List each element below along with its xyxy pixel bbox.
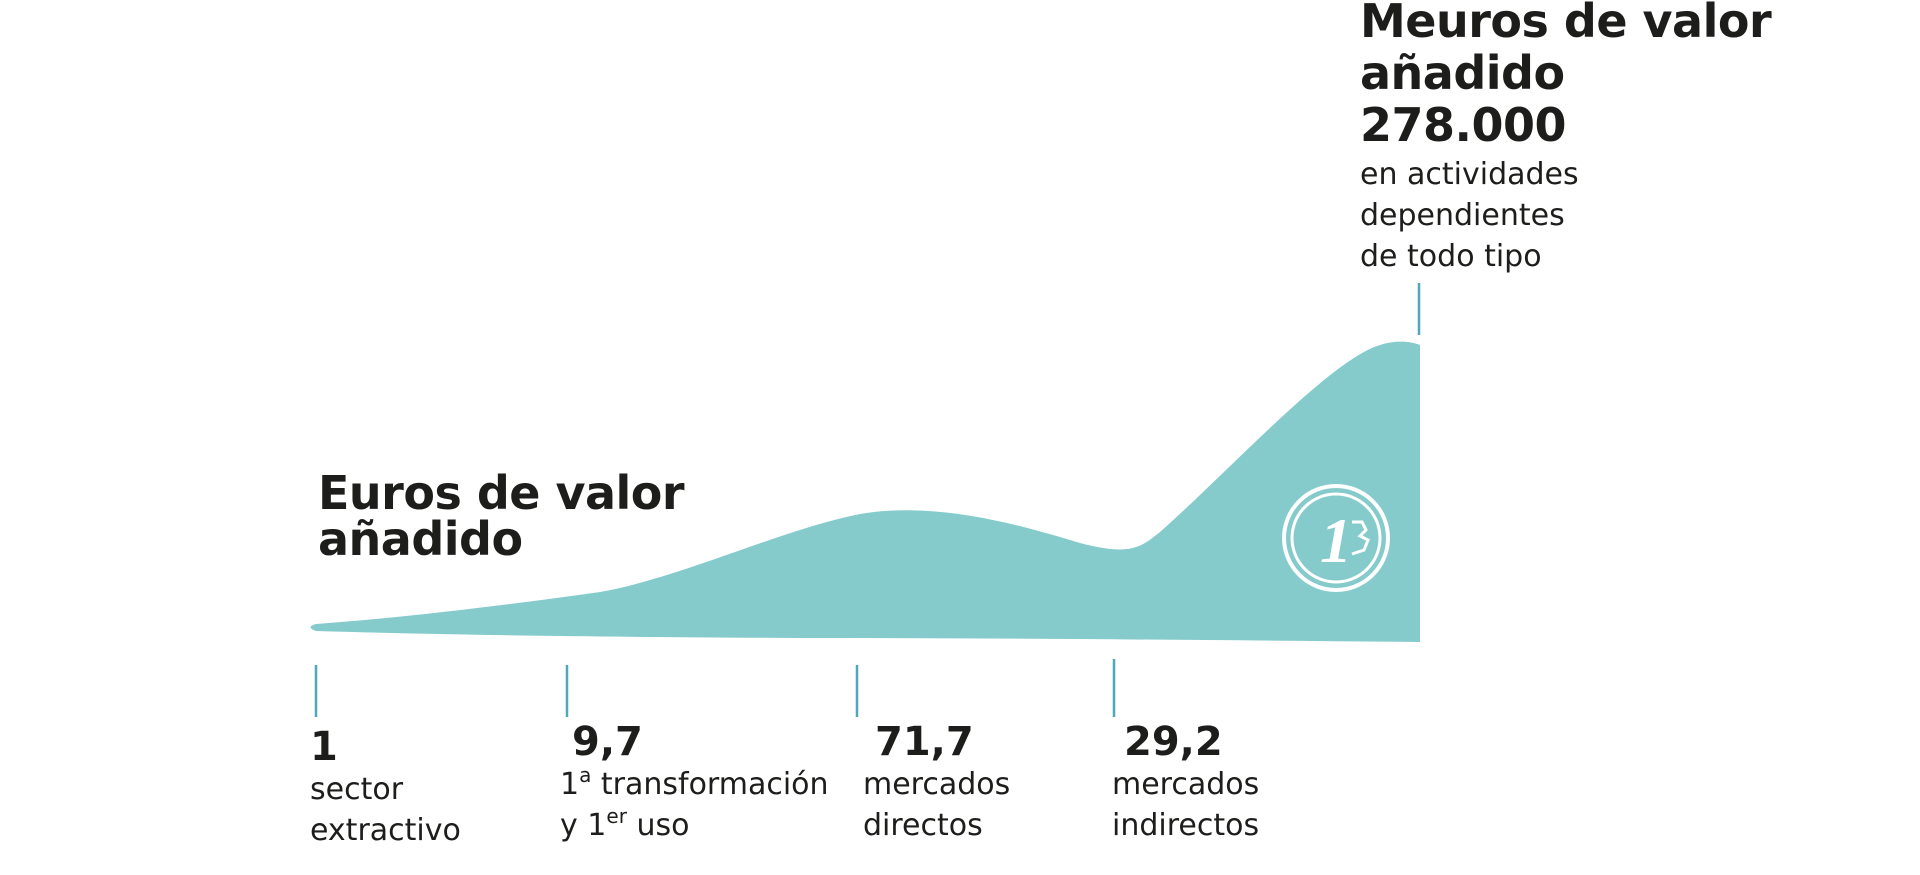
stage-value: 29,2 [1124, 719, 1223, 765]
chart-title: Euros de valor añadido [318, 466, 685, 566]
svg-text:1: 1 [1320, 505, 1352, 576]
total-value: 278.000 [1360, 98, 1567, 152]
value-area [310, 341, 1420, 642]
stage-mercados-indirectos: 29,2 mercados indirectos [1112, 719, 1260, 843]
total-description: en actividades dependientes de todo tipo [1360, 157, 1579, 274]
total-title-line2: añadido [1360, 46, 1565, 100]
total-block: Meuros de valor añadido 278.000 en activ… [1360, 0, 1772, 277]
stage-primera-transformacion: 9,7 1a transformación y 1er uso [560, 719, 829, 843]
stage-value: 1 [310, 724, 338, 770]
stage-value: 9,7 [572, 719, 643, 765]
stage-mercados-directos: 71,7 mercados directos [863, 719, 1011, 843]
stage-value: 71,7 [875, 719, 974, 765]
stage-sector-extractivo: 1 sector extractivo [310, 724, 461, 848]
euro-coin-icon: 1 [1282, 484, 1390, 592]
total-title-line1: Meuros de valor [1360, 0, 1772, 48]
